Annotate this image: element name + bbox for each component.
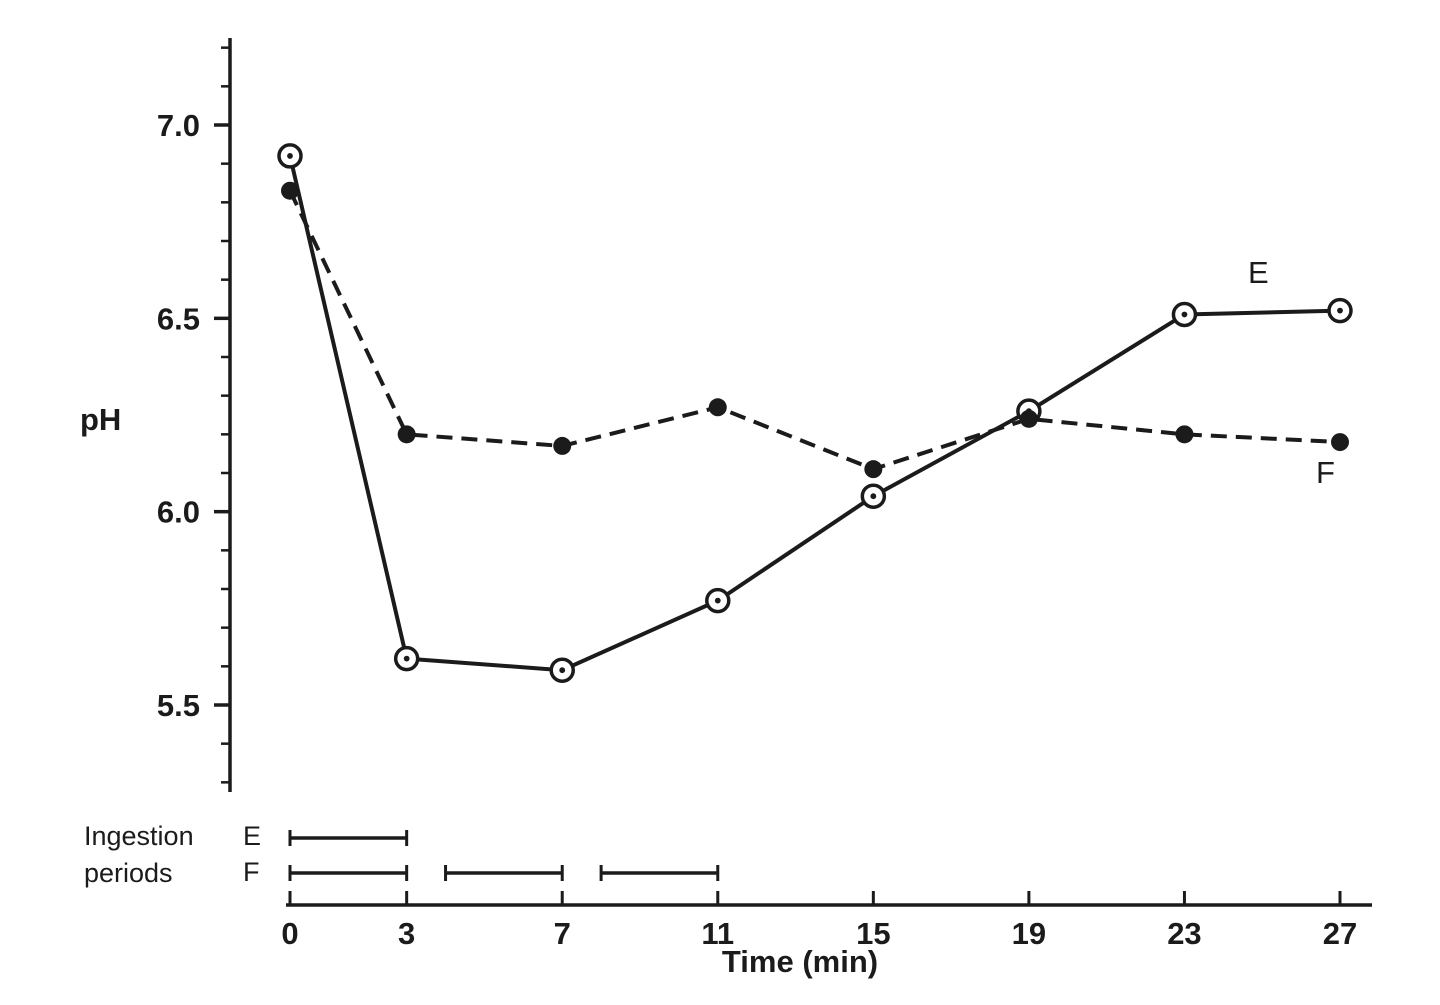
series-e-marker-dot — [403, 655, 410, 662]
series-f-marker — [1019, 409, 1038, 428]
x-tick-label: 23 — [1167, 916, 1201, 951]
x-tick-label: 3 — [398, 916, 415, 951]
series-e-marker-dot — [559, 667, 566, 674]
series-e-marker-dot — [870, 493, 877, 500]
series-e-label: E — [1248, 255, 1269, 290]
series-f-label: F — [1316, 455, 1335, 490]
series-e-marker-dot — [287, 153, 293, 159]
series-e-marker-dot — [714, 597, 721, 604]
series-e-marker-dot — [1181, 311, 1188, 318]
x-tick-label: 19 — [1012, 916, 1046, 951]
y-tick-label: 7.0 — [157, 108, 200, 143]
x-tick-label: 7 — [554, 916, 571, 951]
x-tick-label: 11 — [701, 916, 734, 951]
ingestion-row-e-label: E — [243, 821, 262, 851]
series-f-marker — [1175, 425, 1194, 444]
ingestion-periods-label-line1: Ingestion — [84, 821, 194, 851]
x-tick-label: 15 — [856, 916, 890, 951]
y-tick-label: 6.0 — [157, 495, 200, 530]
ingestion-row-f-label: F — [243, 857, 260, 887]
y-tick-label: 6.5 — [157, 301, 200, 336]
series-f-marker — [1331, 433, 1349, 452]
series-e-line — [288, 155, 1341, 673]
x-tick-label: 27 — [1323, 916, 1357, 951]
x-axis-label: Time (min) — [721, 944, 879, 979]
x-tick-label: 0 — [281, 916, 298, 951]
series-f-marker — [397, 425, 416, 444]
y-axis-label: pH — [80, 402, 122, 437]
ingestion-periods-label-line2: periods — [84, 858, 173, 888]
y-tick-label: 5.5 — [157, 688, 200, 723]
series-f-marker — [864, 460, 883, 479]
series-e-marker-dot — [1337, 307, 1343, 314]
series-f-marker — [708, 398, 727, 417]
series-f-marker — [281, 181, 299, 200]
series-f-marker — [553, 436, 572, 455]
